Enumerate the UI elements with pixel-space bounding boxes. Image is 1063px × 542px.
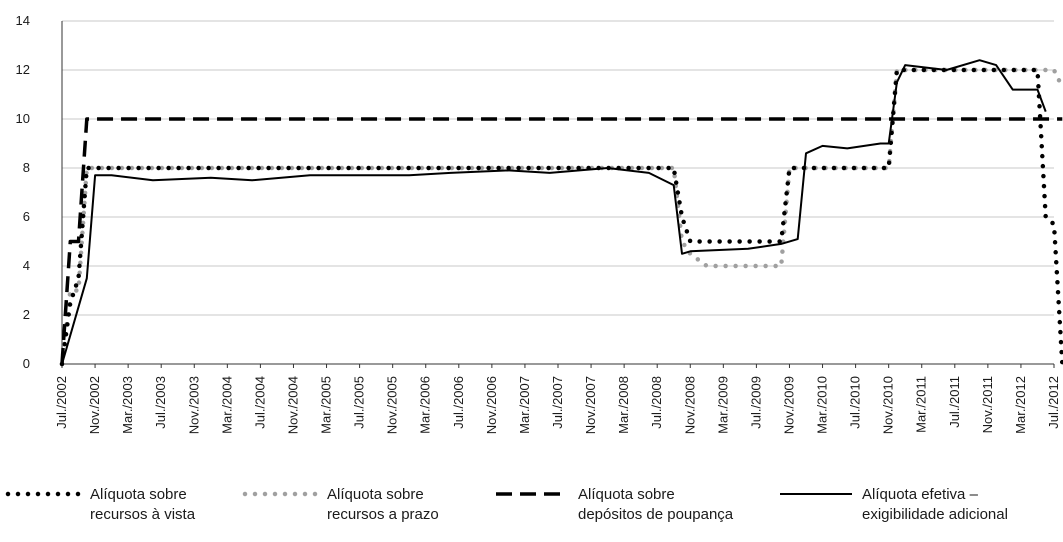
x-tick-label: Mar./2008 <box>616 376 631 434</box>
legend-label-line-2: depósitos de poupança <box>578 506 734 523</box>
x-tick-label: Mar./2006 <box>418 376 433 434</box>
x-tick-label: Jul./2011 <box>947 376 962 428</box>
x-tick-label: Nov./2006 <box>484 376 499 434</box>
x-tick-label: Jul./2007 <box>550 376 565 429</box>
x-tick-labels: Jul./2002 Nov./2002 Mar./2003 Jul./2003 Nov.… <box>54 376 1061 434</box>
legend-label-line-2: recursos a prazo <box>327 506 439 523</box>
x-tick-label: Mar./2009 <box>715 376 730 434</box>
y-tick-label: 10 <box>16 111 30 126</box>
x-tick-label: Mar./2005 <box>319 376 334 434</box>
legend-label-line-2: exigibilidade adicional <box>862 506 1008 523</box>
legend-label-line-1: Alíquota efetiva – <box>862 486 979 503</box>
y-tick-label: 12 <box>16 62 30 77</box>
x-tick-label: Mar./2004 <box>219 376 234 434</box>
x-tick-label: Nov./2011 <box>980 376 995 433</box>
legend-label-line-1: Alíquota sobre <box>90 486 187 503</box>
x-tick-label: Mar./2011 <box>914 376 929 433</box>
x-tick-label: Jul./2003 <box>153 376 168 429</box>
series-line-4 <box>61 59 1047 365</box>
y-tick-label: 4 <box>23 258 30 273</box>
x-tick-label: Jul./2008 <box>649 376 664 429</box>
y-tick-label: 14 <box>16 13 30 28</box>
x-tick-label: Nov./2008 <box>682 376 697 434</box>
x-tick-label: Mar./2010 <box>815 376 830 434</box>
x-tick-label: Nov./2009 <box>781 376 796 434</box>
x-tick-label: Mar./2003 <box>120 376 135 434</box>
x-tick-label: Jul./2010 <box>848 376 863 429</box>
legend-label-line-2: recursos à vista <box>90 506 196 523</box>
x-tick-label: Jul./2009 <box>748 376 763 429</box>
series-line-2 <box>59 67 1063 367</box>
y-tick-label: 6 <box>23 209 30 224</box>
series-lines <box>59 59 1063 367</box>
x-tick-label: Jul./2004 <box>252 376 267 429</box>
y-tick-label: 8 <box>23 160 30 175</box>
legend-label-line-1: Alíquota sobre <box>578 486 675 503</box>
y-tick-label: 2 <box>23 307 30 322</box>
series-line-3 <box>60 117 1063 365</box>
legend: Alíquota sobre recursos à vista Alíquota s… <box>5 486 1008 523</box>
x-tick-label: Jul./2006 <box>451 376 466 429</box>
x-tick-label: Nov./2002 <box>87 376 102 434</box>
y-tick-labels: 0 2 4 6 8 10 12 14 <box>16 13 30 371</box>
x-tick-label: Jul./2012 <box>1046 376 1061 429</box>
axes <box>61 21 1055 368</box>
x-tick-label: Jul./2005 <box>352 376 367 429</box>
x-tick-label: Jul./2002 <box>54 376 69 429</box>
y-tick-label: 0 <box>23 356 30 371</box>
x-tick-label: Nov./2005 <box>385 376 400 434</box>
x-tick-label: Nov./2003 <box>186 376 201 434</box>
x-tick-label: Mar./2007 <box>517 376 532 434</box>
x-tick-label: Nov./2007 <box>583 376 598 434</box>
x-tick-label: Nov./2004 <box>285 376 300 434</box>
legend-label-line-1: Alíquota sobre <box>327 486 424 503</box>
x-tick-label: Nov./2010 <box>881 376 896 434</box>
x-tick-label: Mar./2012 <box>1013 376 1028 434</box>
